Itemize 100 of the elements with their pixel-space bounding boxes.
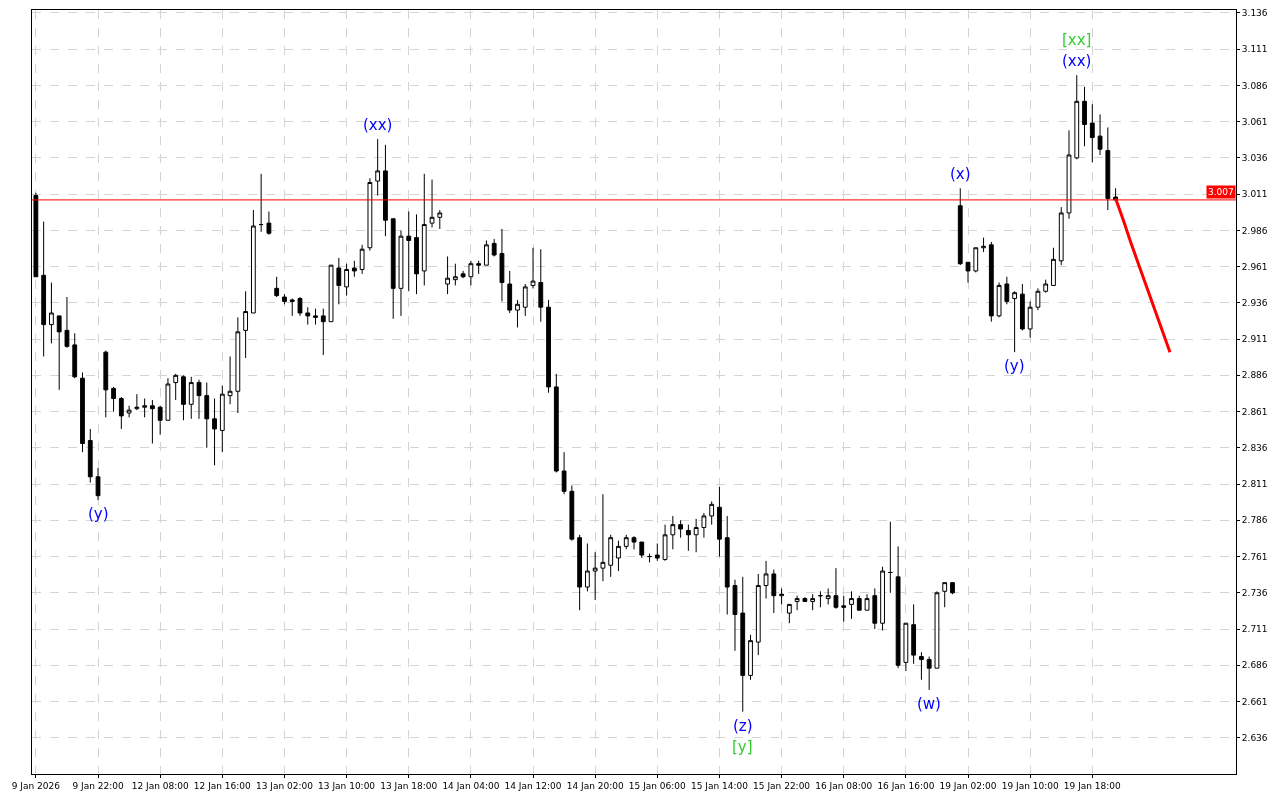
candlestick	[1082, 86, 1087, 147]
candlestick	[693, 518, 699, 553]
candlestick	[981, 237, 986, 253]
candlestick	[616, 540, 621, 572]
candlestick	[569, 485, 575, 542]
candlestick	[258, 173, 264, 233]
candlestick	[243, 290, 249, 359]
candlestick	[1019, 283, 1025, 331]
candlestick	[165, 377, 171, 421]
y-tick-label: 2.886	[1241, 370, 1268, 381]
candlestick	[864, 593, 870, 611]
candlestick	[452, 263, 458, 286]
candlestick	[367, 177, 373, 252]
x-tick-label: 14 Jan 12:00	[504, 780, 562, 791]
y-tick-label: 2.786	[1241, 515, 1268, 526]
candlestick	[72, 332, 78, 379]
y-tick-label: 2.861	[1241, 406, 1268, 417]
candlestick	[375, 138, 381, 197]
candlestick	[818, 590, 823, 608]
candlestick	[219, 384, 225, 453]
candlestick	[623, 534, 629, 550]
candlestick	[515, 299, 520, 328]
candlestick	[150, 399, 155, 444]
candlestick	[748, 634, 753, 681]
candlestick	[584, 543, 590, 592]
candlestick	[926, 656, 932, 691]
x-tick-label: 9 Jan 22:00	[72, 780, 124, 791]
y-tick-label: 2.761	[1241, 551, 1268, 562]
candlestick	[856, 595, 862, 611]
y-tick-label: 2.986	[1241, 225, 1268, 236]
candlestick	[359, 244, 365, 275]
candlestick	[647, 553, 652, 563]
candlestick	[49, 282, 54, 344]
candlestick	[460, 270, 466, 279]
annotation: [xx]	[1062, 31, 1092, 49]
candlestick	[919, 651, 924, 681]
candlestick	[880, 566, 885, 631]
candlestick	[250, 209, 256, 314]
candlestick	[608, 534, 614, 578]
candlestick	[204, 382, 210, 449]
candlestick	[383, 144, 388, 237]
y-tick-label: 2.711	[1241, 624, 1268, 635]
candlestick	[476, 260, 482, 275]
x-tick-label: 13 Jan 10:00	[318, 780, 376, 791]
candlestick	[491, 238, 497, 257]
candlestick	[212, 398, 217, 466]
candlestick	[957, 187, 963, 266]
x-tick-label: 15 Jan 06:00	[628, 780, 687, 791]
candlestick	[779, 587, 784, 605]
x-tick-label: 12 Jan 16:00	[193, 780, 252, 791]
candlestick	[887, 521, 893, 594]
candlestick	[1089, 103, 1095, 163]
candlestick	[56, 315, 62, 391]
candlestick	[336, 257, 342, 305]
candlestick	[344, 263, 349, 297]
candlestick	[87, 428, 93, 484]
candlestick	[522, 283, 528, 317]
candlestick	[1074, 74, 1080, 160]
candlestick	[530, 247, 536, 289]
candlestick	[965, 261, 971, 284]
x-tick-label: 13 Jan 02:00	[255, 780, 314, 791]
candlestick	[538, 248, 544, 323]
candlestick	[126, 405, 132, 418]
candlestick	[445, 255, 450, 295]
candlestick	[592, 551, 598, 601]
y-tick-label: 2.686	[1241, 660, 1268, 671]
y-tick-label: 3.136	[1241, 8, 1268, 19]
candlestick	[499, 228, 505, 302]
candlestick	[227, 355, 233, 405]
x-tick-label: 19 Jan 18:00	[1063, 780, 1122, 791]
y-tick-label: 2.811	[1241, 479, 1268, 490]
candlestick	[911, 603, 917, 665]
candlestick	[685, 524, 691, 552]
ref-line-label: 3.007	[1208, 187, 1234, 197]
candlestick	[313, 308, 318, 326]
candlestick	[468, 260, 474, 286]
candlestick	[802, 596, 808, 602]
candlestick	[1097, 113, 1103, 156]
candlestick	[577, 534, 583, 611]
x-tick-label: 19 Jan 02:00	[939, 780, 997, 791]
candlestick	[111, 386, 116, 413]
x-tick-label: 16 Jan 16:00	[877, 780, 935, 791]
candlestick	[328, 264, 334, 323]
y-tick-label: 2.936	[1241, 297, 1268, 308]
candlestick	[546, 299, 551, 394]
candlestick	[188, 376, 194, 420]
candlestick	[973, 247, 979, 273]
candlestick	[398, 229, 404, 317]
candlestick	[1043, 279, 1049, 294]
candlestick	[157, 405, 163, 436]
annotation: [y]	[732, 738, 753, 756]
candlestick	[678, 519, 684, 539]
candlestick	[600, 493, 606, 582]
annotation: (z)	[733, 717, 753, 735]
candlestick	[429, 179, 435, 228]
y-tick-label: 3.061	[1241, 116, 1268, 127]
candlestick	[274, 276, 280, 298]
candlestick	[414, 213, 419, 295]
candlestick	[996, 282, 1002, 318]
candlestick	[289, 297, 295, 317]
